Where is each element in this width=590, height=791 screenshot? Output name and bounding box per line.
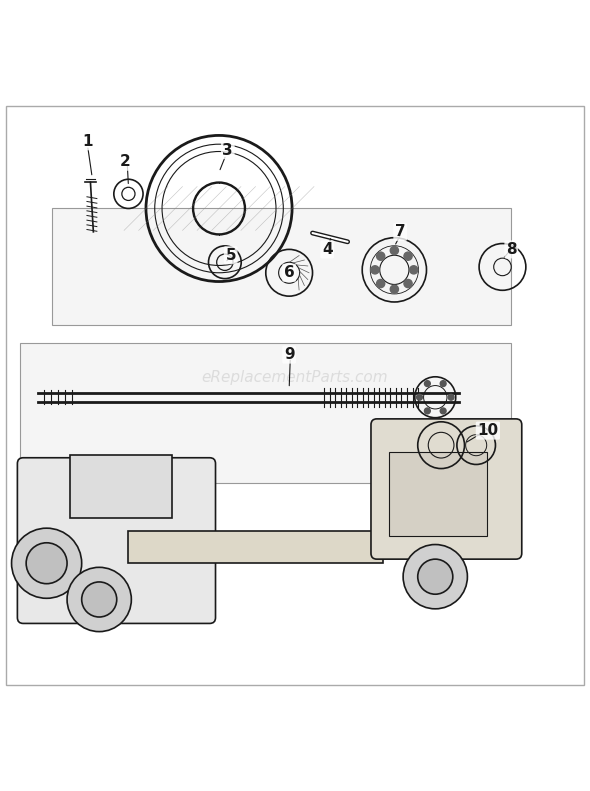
Text: 6: 6 (284, 265, 294, 280)
Bar (129, 531, 383, 563)
Circle shape (409, 266, 418, 274)
Circle shape (404, 252, 412, 260)
Circle shape (417, 395, 422, 400)
Circle shape (12, 528, 81, 598)
Bar (388, 452, 487, 536)
Circle shape (371, 266, 379, 274)
Text: eReplacementParts.com: eReplacementParts.com (202, 370, 388, 385)
Circle shape (390, 246, 398, 255)
Text: 4: 4 (322, 242, 332, 257)
Text: 5: 5 (225, 248, 236, 263)
Circle shape (81, 582, 117, 617)
Text: 1: 1 (82, 134, 93, 149)
Text: 3: 3 (222, 142, 233, 157)
Bar (20, 343, 512, 483)
Text: 7: 7 (395, 225, 405, 240)
Bar (70, 455, 172, 518)
Circle shape (390, 285, 398, 293)
FancyBboxPatch shape (371, 419, 522, 559)
FancyBboxPatch shape (17, 458, 215, 623)
Circle shape (424, 408, 430, 414)
Text: 8: 8 (506, 242, 517, 257)
Circle shape (440, 408, 446, 414)
Circle shape (418, 559, 453, 594)
Circle shape (26, 543, 67, 584)
Bar (53, 209, 512, 325)
Text: 10: 10 (477, 423, 499, 438)
Circle shape (404, 279, 412, 288)
Circle shape (376, 279, 385, 288)
Circle shape (67, 567, 132, 632)
Text: 2: 2 (120, 154, 131, 169)
Circle shape (424, 380, 430, 387)
Text: 9: 9 (284, 347, 294, 362)
Circle shape (376, 252, 385, 260)
Circle shape (440, 380, 446, 387)
Circle shape (448, 395, 454, 400)
Circle shape (403, 544, 467, 609)
